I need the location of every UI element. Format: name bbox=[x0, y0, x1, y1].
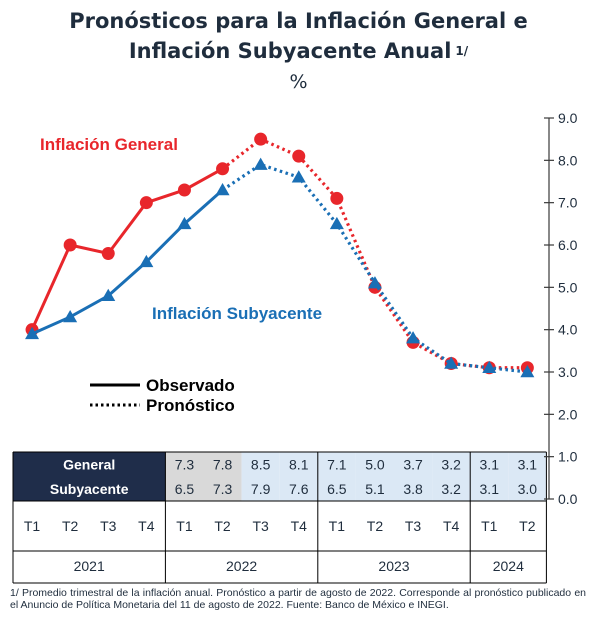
table-cell-subyacente: 7.6 bbox=[289, 481, 309, 497]
subyacente-data-point bbox=[367, 276, 382, 289]
subyacente-data-point bbox=[291, 170, 306, 183]
table-cell-general: 8.5 bbox=[251, 456, 271, 472]
y-tick-label: 4.0 bbox=[558, 322, 578, 338]
table-cell-bg bbox=[241, 452, 280, 501]
table-label-bg bbox=[13, 452, 166, 501]
quarter-tick-label: T2 bbox=[62, 518, 79, 534]
table-cell-subyacente: 6.5 bbox=[327, 481, 347, 497]
table-cell-general: 3.1 bbox=[480, 456, 500, 472]
general-data-point bbox=[216, 162, 230, 176]
subyacente-data-point bbox=[329, 216, 344, 230]
legend-observed-label: Observado bbox=[146, 376, 235, 395]
table-cell-general: 3.1 bbox=[518, 456, 538, 472]
subyacente-data-point bbox=[444, 356, 459, 369]
table-cell-subyacente: 7.9 bbox=[251, 481, 271, 497]
table-row-label-subyacente: Subyacente bbox=[50, 481, 129, 497]
table-cell-bg bbox=[355, 452, 394, 501]
y-tick-label: 7.0 bbox=[558, 195, 578, 211]
table-cell-bg bbox=[394, 452, 433, 501]
table-cell-general: 8.1 bbox=[289, 456, 309, 472]
general-data-point bbox=[139, 196, 153, 210]
subyacente-data-point bbox=[25, 326, 40, 340]
year-tick-label: 2021 bbox=[74, 558, 105, 574]
general-forecast-line bbox=[221, 137, 528, 370]
subyacente-data-point bbox=[482, 360, 497, 374]
series-label-subyacente: Inflación Subyacente bbox=[152, 304, 322, 323]
chart-title-block: Pronósticos para la Inflación General e … bbox=[0, 6, 597, 96]
subyacente-observed-line bbox=[31, 188, 224, 336]
legend-forecast-label: Pronóstico bbox=[146, 396, 235, 415]
general-data-point bbox=[254, 132, 268, 146]
quarter-tick-label: T3 bbox=[252, 518, 269, 534]
table-cell-bg bbox=[165, 452, 204, 501]
table-cell-general: 7.3 bbox=[175, 456, 195, 472]
table-cell-subyacente: 3.2 bbox=[441, 481, 461, 497]
y-tick-label: 3.0 bbox=[558, 364, 578, 380]
general-data-point bbox=[177, 183, 191, 197]
chart-title-line1: Pronósticos para la Inflación General e bbox=[69, 9, 528, 33]
subyacente-data-point bbox=[253, 157, 268, 170]
general-data-point bbox=[63, 238, 77, 252]
quarter-tick-label: T1 bbox=[481, 518, 498, 534]
subyacente-data-point bbox=[215, 182, 230, 196]
table-cell-subyacente: 3.1 bbox=[480, 481, 500, 497]
quarter-tick-label: T3 bbox=[405, 518, 422, 534]
chart-units: % bbox=[289, 71, 308, 93]
subyacente-forecast-line bbox=[221, 162, 528, 374]
table-cell-bg bbox=[279, 452, 318, 501]
quarter-tick-label: T4 bbox=[138, 518, 155, 534]
table-cell-general: 7.1 bbox=[327, 456, 347, 472]
table-cell-bg bbox=[203, 452, 242, 501]
chart-title-line2-text: Inflación Subyacente Anual bbox=[128, 39, 452, 63]
table-cell-general: 7.8 bbox=[213, 456, 233, 472]
general-data-point bbox=[330, 191, 344, 205]
quarter-tick-label: T1 bbox=[24, 518, 41, 534]
quarter-tick-label: T2 bbox=[214, 518, 231, 534]
year-tick-label: 2024 bbox=[493, 558, 524, 574]
chart-title-line2: Inflación Subyacente Anual 1/ bbox=[0, 36, 597, 66]
general-data-point bbox=[292, 149, 306, 163]
y-tick-label: 5.0 bbox=[558, 279, 578, 295]
y-tick-label: 2.0 bbox=[558, 406, 578, 422]
subyacente-data-point bbox=[520, 365, 535, 378]
quarter-tick-label: T2 bbox=[519, 518, 536, 534]
general-data-point bbox=[101, 246, 115, 260]
year-tick-label: 2023 bbox=[378, 558, 409, 574]
footnote: 1/ Promedio trimestral de la inflación a… bbox=[10, 587, 586, 611]
y-tick-label: 0.0 bbox=[558, 491, 578, 507]
quarter-tick-label: T4 bbox=[443, 518, 460, 534]
general-observed-line bbox=[30, 167, 224, 331]
subyacente-data-point bbox=[139, 254, 154, 268]
quarter-tick-label: T3 bbox=[100, 518, 117, 534]
chart-title-superscript: 1/ bbox=[455, 44, 469, 58]
table-cell-subyacente: 7.3 bbox=[213, 481, 233, 497]
table-cell-subyacente: 5.1 bbox=[365, 481, 385, 497]
y-tick-label: 8.0 bbox=[558, 152, 578, 168]
table-cell-subyacente: 6.5 bbox=[175, 481, 195, 497]
table-cell-bg bbox=[317, 452, 356, 501]
table-cell-general: 3.7 bbox=[403, 456, 423, 472]
table-row-label-general: General bbox=[63, 456, 115, 472]
quarter-tick-label: T1 bbox=[329, 518, 346, 534]
subyacente-data-point bbox=[177, 216, 192, 230]
table-cell-bg bbox=[470, 452, 509, 501]
subyacente-data-point bbox=[101, 288, 116, 302]
table-cell-general: 3.2 bbox=[441, 456, 461, 472]
table-cell-bg bbox=[508, 452, 547, 501]
year-tick-label: 2022 bbox=[226, 558, 257, 574]
table-cell-bg bbox=[432, 452, 471, 501]
quarter-tick-label: T4 bbox=[291, 518, 308, 534]
table-cell-subyacente: 3.8 bbox=[403, 481, 423, 497]
series-label-general: Inflación General bbox=[40, 135, 178, 154]
subyacente-data-point bbox=[63, 309, 78, 323]
y-tick-label: 1.0 bbox=[558, 449, 578, 465]
quarter-tick-label: T1 bbox=[176, 518, 193, 534]
quarter-tick-label: T2 bbox=[367, 518, 384, 534]
y-tick-label: 9.0 bbox=[558, 110, 578, 126]
table-cell-subyacente: 3.0 bbox=[518, 481, 538, 497]
subyacente-data-point bbox=[406, 331, 421, 344]
y-tick-label: 6.0 bbox=[558, 237, 578, 253]
table-cell-general: 5.0 bbox=[365, 456, 385, 472]
